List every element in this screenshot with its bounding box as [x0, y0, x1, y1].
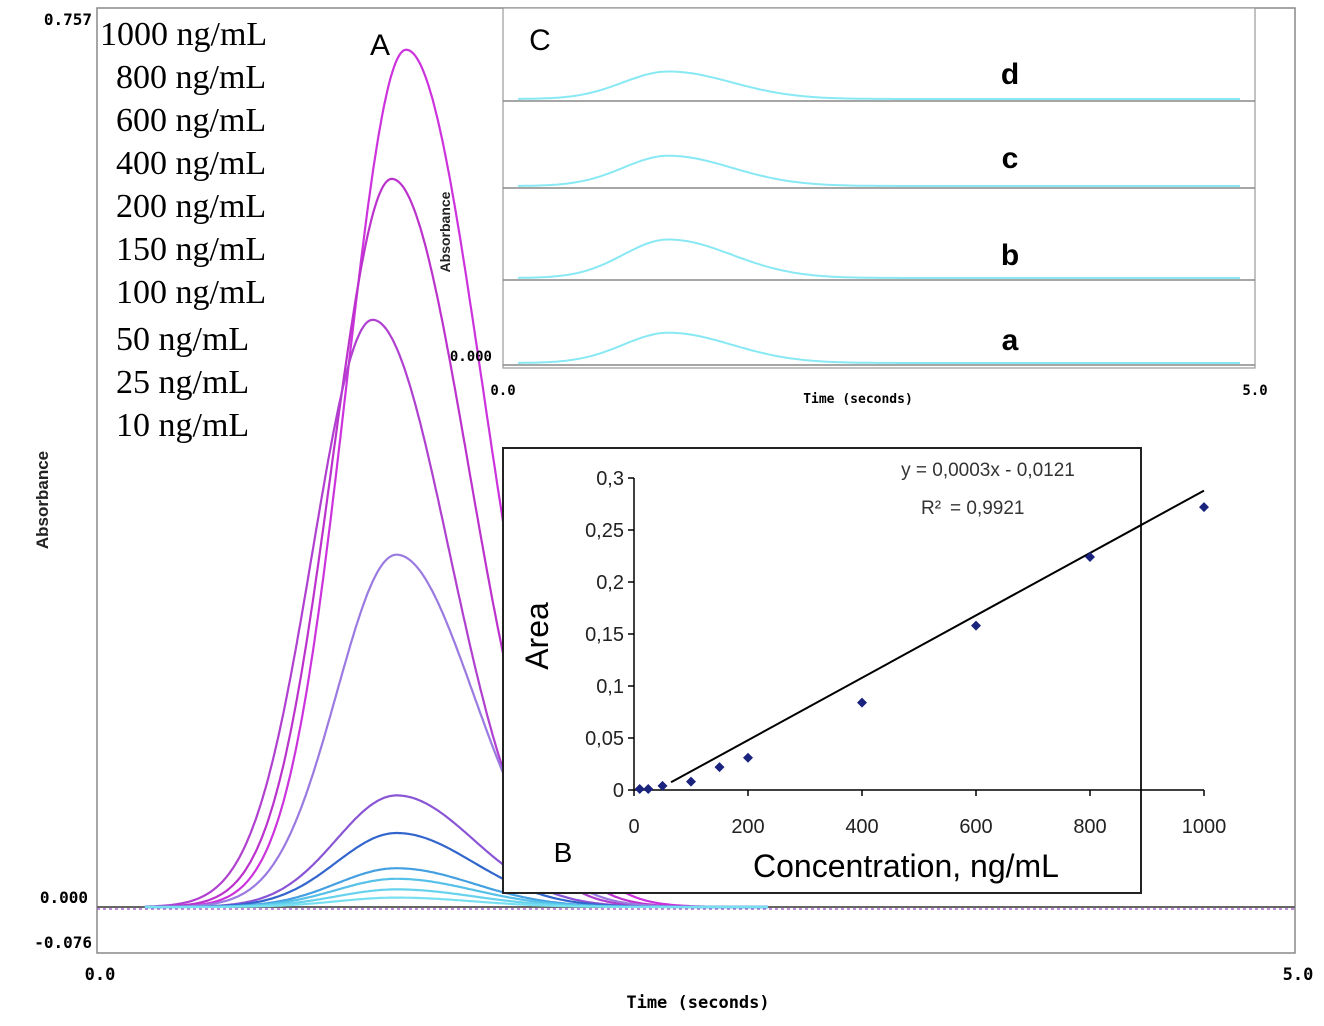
y-tick-label: 0,2	[596, 572, 624, 594]
x-tick-label: 200	[731, 816, 764, 838]
x-tick-label: 1000	[1182, 816, 1227, 838]
panel-b-label: B	[554, 837, 573, 868]
legend-entry: 50 ng/mL	[116, 321, 249, 358]
panel-b-r2: R² = 0,9921	[921, 498, 1025, 519]
panel-b-points	[634, 502, 1209, 794]
y-tick-label: 0	[613, 780, 624, 802]
x-tick-label: 600	[959, 816, 992, 838]
legend-entry: 100 ng/mL	[116, 274, 266, 311]
panel-a-curves	[144, 48, 768, 909]
x-tick-label: 0	[628, 816, 639, 838]
panel-a-y-tick-bottom: -0.076	[34, 933, 92, 952]
x-tick-label: 800	[1073, 816, 1106, 838]
panel-c-x-tick-end: 5.0	[1242, 383, 1267, 399]
y-tick-label: 0,05	[585, 728, 624, 750]
trace-label: a	[1002, 324, 1019, 357]
panel-c: d c b a C 0.000 0.0 5.0 Time (seconds) Abso…	[437, 7, 1268, 407]
panel-c-y-tick-zero: 0.000	[450, 349, 492, 365]
trace-label: b	[1001, 239, 1019, 272]
series-line	[144, 896, 768, 909]
trace-line	[518, 70, 1240, 100]
panel-a-x-tick-end: 5.0	[1283, 965, 1314, 985]
panel-a-y-tick-zero: 0.000	[40, 888, 88, 907]
legend-entry: 400 ng/mL	[116, 145, 266, 182]
panel-a-y-axis-label: Absorbance	[33, 451, 52, 549]
y-tick-label: 0,15	[585, 624, 624, 646]
legend-entry: 600 ng/mL	[116, 102, 266, 139]
panel-b-r2-label: R²	[921, 498, 941, 519]
x-tick-label: 400	[845, 816, 878, 838]
panel-c-x-tick-start: 0.0	[490, 383, 515, 399]
legend-entry: 200 ng/mL	[116, 188, 266, 225]
panel-c-y-axis-label: Absorbance	[437, 191, 453, 272]
trace-label: c	[1002, 142, 1019, 175]
data-point	[1085, 552, 1095, 563]
panel-b-x-axis-label: Concentration, ng/mL	[753, 848, 1059, 884]
panel-a-x-tick-start: 0.0	[85, 965, 116, 985]
panel-b-fit	[670, 489, 1205, 784]
panel-a-x-axis-label: Time (seconds)	[626, 993, 769, 1013]
trace-line	[518, 154, 1240, 187]
panel-b-x-ticks: 0 200 400 600 800 1000	[628, 790, 1226, 838]
data-point	[686, 776, 696, 787]
legend-entry: 150 ng/mL	[116, 231, 266, 268]
trace-line	[517, 238, 1240, 279]
data-point	[634, 783, 645, 794]
legend-entry: 1000 ng/mL	[100, 16, 267, 53]
panel-b: 0 0,05 0,1 0,15 0,2 0,25 0,3 0 200 400 600 800 1000…	[502, 447, 1226, 894]
data-point	[971, 620, 981, 631]
panel-a-label: A	[370, 29, 390, 62]
data-point	[714, 762, 725, 773]
legend-entry: 800 ng/mL	[116, 59, 266, 96]
y-tick-label: 0,3	[596, 468, 624, 490]
panel-b-equation: y = 0,0003x - 0,0121	[901, 460, 1075, 481]
panel-b-y-axis-label: Area	[519, 602, 555, 670]
trace-line	[518, 331, 1240, 364]
data-point	[657, 780, 668, 791]
data-point	[857, 697, 867, 708]
y-tick-label: 0,25	[585, 520, 624, 542]
panel-a-y-tick-top: 0.757	[44, 10, 92, 29]
panel-a: 0.757 0.000 -0.076 0.0 5.0 Time (seconds…	[33, 7, 1314, 1013]
panel-b-frame	[502, 447, 1142, 894]
trace-label: d	[1001, 58, 1019, 91]
panel-b-r2-value: = 0,9921	[950, 498, 1025, 519]
panel-a-legend: 1000 ng/mL 800 ng/mL 600 ng/mL 400 ng/mL…	[100, 16, 267, 444]
panel-b-y-ticks: 0 0,05 0,1 0,15 0,2 0,25 0,3	[585, 468, 634, 802]
series-line	[144, 48, 768, 909]
y-tick-label: 0,1	[596, 676, 624, 698]
legend-entry: 10 ng/mL	[116, 407, 249, 444]
data-point	[1199, 502, 1209, 513]
data-point	[643, 783, 654, 794]
panel-c-traces: d c b a	[503, 58, 1255, 366]
legend-entry: 25 ng/mL	[116, 364, 249, 401]
data-point	[743, 752, 753, 763]
fit-line	[670, 489, 1205, 784]
panel-c-label: C	[529, 24, 551, 57]
panel-c-x-axis-label: Time (seconds)	[803, 392, 913, 407]
